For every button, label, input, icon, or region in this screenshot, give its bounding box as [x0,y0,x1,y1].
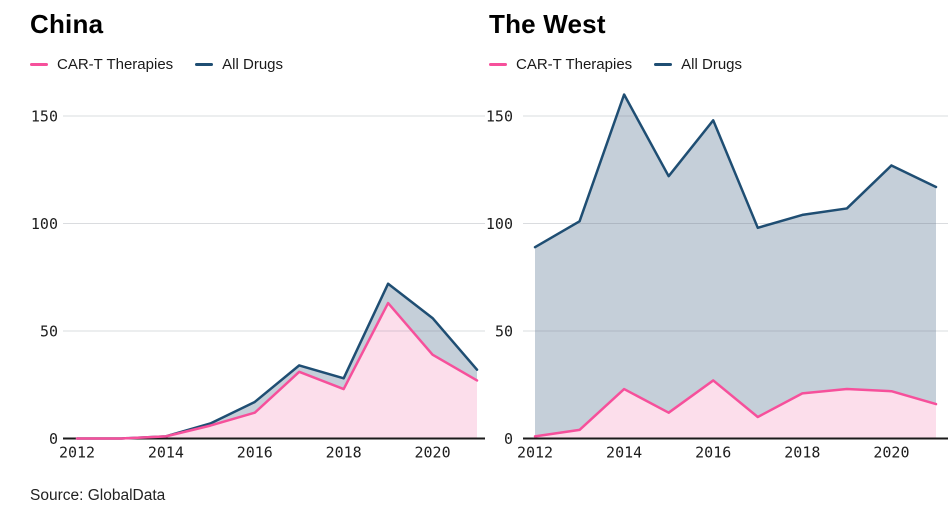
legend-item-cart: CAR-T Therapies [30,56,173,73]
cart-legend-swatch [30,62,48,67]
y-tick-label: 0 [49,430,58,448]
legend-item-cart: CAR-T Therapies [489,56,632,73]
y-tick-label: 50 [40,323,58,341]
west-legend: CAR-T Therapies All Drugs [489,56,742,73]
gridlines: 0 50 100 150 [31,108,485,448]
cart-legend-label: CAR-T Therapies [516,56,633,73]
panel-china: China CAR-T Therapies All Drugs 0 50 100 15… [0,0,490,470]
china-area-chart: 0 50 100 150 2012 2014 2016 2018 2020 [31,108,485,462]
area-1 [535,94,936,439]
cart-legend-label: CAR-T Therapies [57,56,174,73]
legend-item-alldrugs: All Drugs [654,56,742,73]
alldrugs-legend-label: All Drugs [681,56,743,73]
alldrugs-legend-label: All Drugs [222,56,284,73]
west-area-chart: 0 50 100 150 2012 2014 2016 2018 2020 [487,93,948,462]
x-tick-label: 2014 [606,444,642,462]
x-tick-label: 2016 [695,444,731,462]
line-1 [533,93,938,249]
y-tick-label: 0 [504,430,513,448]
legend-item-alldrugs: All Drugs [195,56,283,73]
x-tick-label: 2018 [326,444,362,462]
series-lines [75,282,479,440]
alldrugs-legend-swatch [654,62,673,67]
line-0 [533,379,938,438]
x-tick-labels: 2012 2014 2016 2018 2020 [59,444,451,462]
y-tick-label: 50 [495,323,513,341]
areas [535,94,936,439]
area-0 [77,303,477,439]
x-tick-labels: 2012 2014 2016 2018 2020 [517,444,910,462]
x-tick-label: 2016 [237,444,273,462]
alldrugs-legend-swatch [195,62,214,67]
x-tick-label: 2014 [148,444,184,462]
x-tick-label: 2018 [784,444,820,462]
x-tick-label: 2020 [873,444,909,462]
gridlines: 0 50 100 150 [487,108,948,448]
y-tick-label: 100 [487,215,513,233]
y-tick-label: 150 [487,108,513,126]
china-chart-title: China [30,9,104,39]
source-note: Source: GlobalData [30,487,166,504]
panel-west: The West CAR-T Therapies All Drugs 0 50 10… [459,0,951,470]
west-chart-title: The West [489,9,606,39]
line-0 [75,301,479,440]
x-tick-label: 2012 [59,444,95,462]
cart-legend-swatch [489,62,507,67]
china-legend: CAR-T Therapies All Drugs [30,56,283,73]
y-tick-label: 100 [31,215,58,233]
series-lines [533,93,938,438]
y-tick-label: 150 [31,108,58,126]
x-tick-label: 2012 [517,444,553,462]
x-tick-label: 2020 [414,444,450,462]
